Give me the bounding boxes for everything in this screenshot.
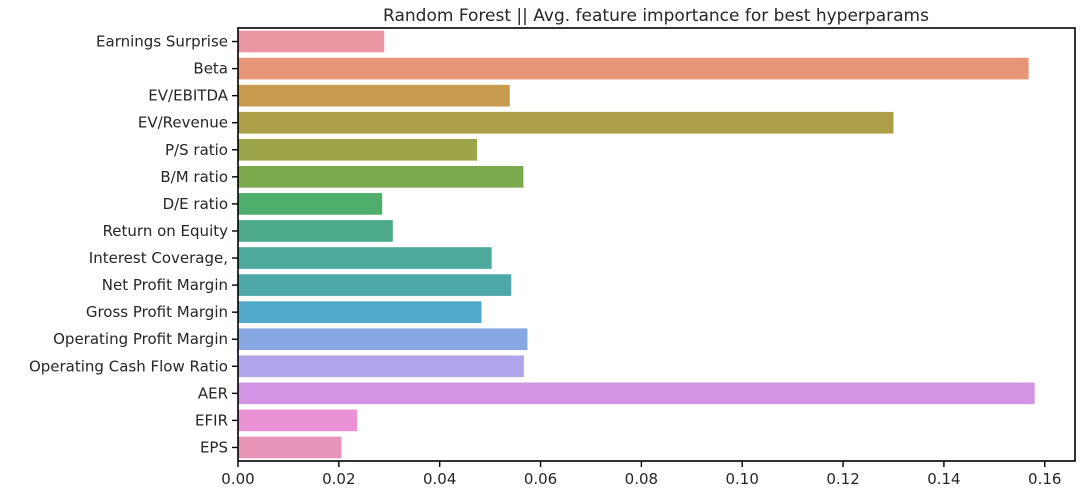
x-tick-label: 0.04 <box>423 470 456 488</box>
y-tick-label: Operating Cash Flow Ratio <box>29 357 228 375</box>
x-axis-ticks: 0.00 0.02 0.04 0.06 0.08 0.10 0.12 0.14 0.16 <box>221 461 1061 488</box>
y-tick-label: Beta <box>193 60 228 78</box>
bar-b-m-ratio <box>238 166 524 188</box>
x-tick-label: 0.00 <box>221 470 254 488</box>
x-tick-label: 0.12 <box>826 470 859 488</box>
y-tick-label: Operating Profit Margin <box>53 330 228 348</box>
bar-d-e-ratio <box>238 193 383 215</box>
bar-earnings-surprise <box>238 30 385 53</box>
bar-eps <box>238 436 342 459</box>
x-tick-label: 0.10 <box>726 470 759 488</box>
bar-efir <box>238 409 357 432</box>
y-tick-label: Net Profit Margin <box>102 276 228 294</box>
x-tick-label: 0.08 <box>625 470 658 488</box>
bar-p-s-ratio <box>238 138 477 161</box>
y-tick-label: EPS <box>200 438 228 456</box>
x-tick-label: 0.14 <box>927 470 960 488</box>
bar-ev-ebitda <box>238 84 510 107</box>
x-tick-label: 0.02 <box>322 470 355 488</box>
y-tick-label: Earnings Surprise <box>96 33 228 51</box>
bar-operating-profit-margin <box>238 328 528 351</box>
bar-beta <box>238 57 1029 80</box>
y-tick-label: Interest Coverage, <box>89 249 228 267</box>
y-tick-label: Return on Equity <box>103 222 229 240</box>
y-tick-label: P/S ratio <box>165 141 228 159</box>
plot-frame <box>237 27 1076 462</box>
y-tick-label: EV/EBITDA <box>148 87 228 105</box>
bar-net-profit-margin <box>238 274 512 296</box>
bars-layer <box>238 30 1035 459</box>
bar-interest-coverage <box>238 247 492 269</box>
x-tick-label: 0.16 <box>1028 470 1061 488</box>
y-tick-label: D/E ratio <box>163 195 228 213</box>
bar-ev-revenue <box>238 111 894 134</box>
y-tick-label: EFIR <box>195 411 228 429</box>
bar-gross-profit-margin <box>238 301 482 323</box>
bar-operating-cash-flow-ratio <box>238 355 524 378</box>
bar-return-on-equity <box>238 220 393 242</box>
y-axis-ticks: Earnings Surprise Beta EV/EBITDA EV/Revenue… <box>29 33 238 456</box>
y-tick-label: EV/Revenue <box>138 114 228 132</box>
chart-title: Random Forest || Avg. feature importance… <box>383 6 929 26</box>
y-tick-label: B/M ratio <box>160 168 228 186</box>
x-tick-label: 0.06 <box>524 470 557 488</box>
y-tick-label: AER <box>198 384 228 402</box>
bar-aer <box>238 382 1035 405</box>
y-tick-label: Gross Profit Margin <box>86 303 228 321</box>
